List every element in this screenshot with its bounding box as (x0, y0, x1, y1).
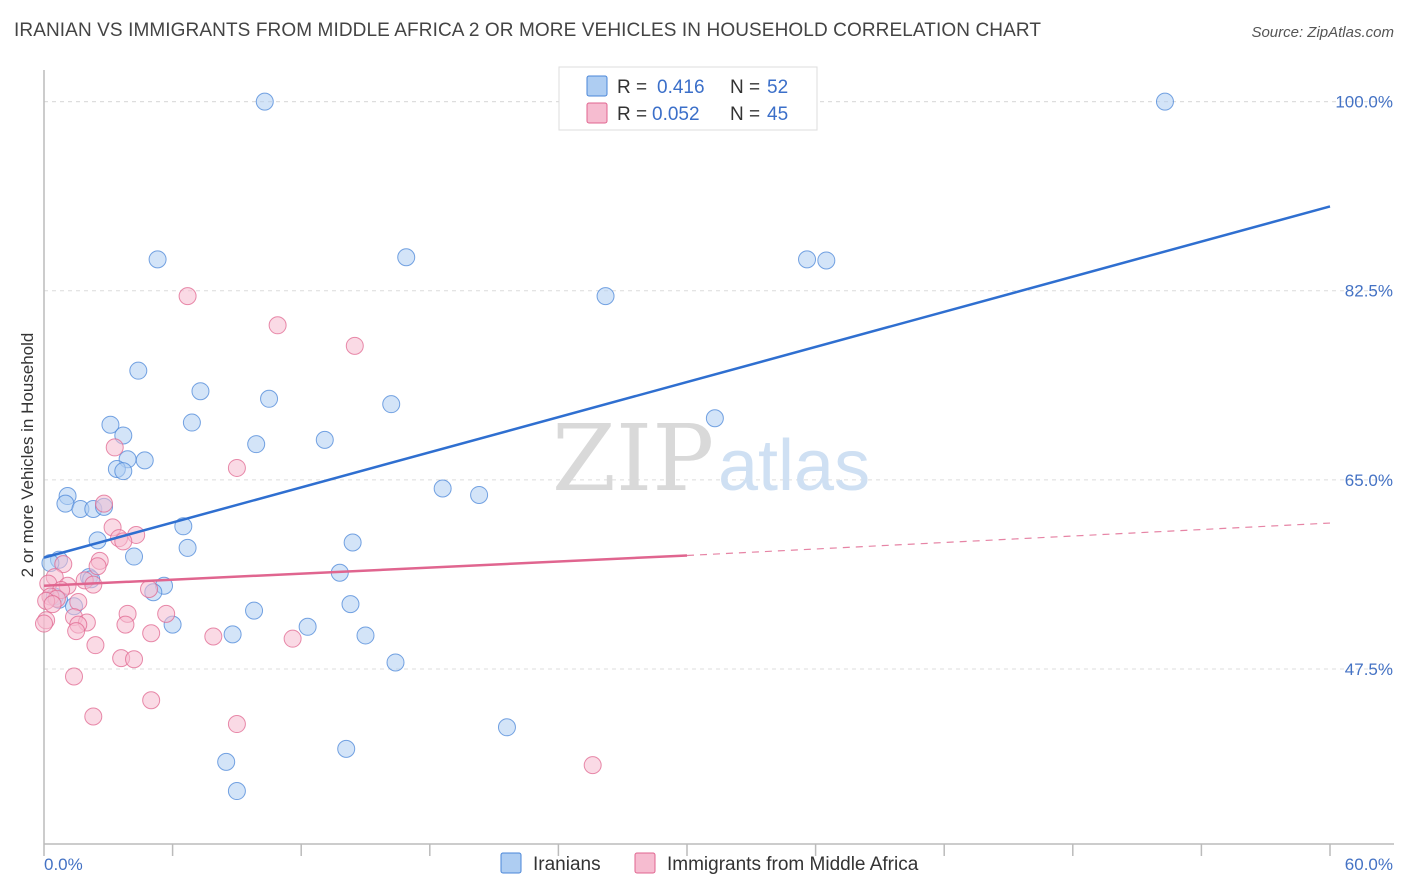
iranians-point (101, 415, 120, 434)
iranians-point (386, 653, 405, 672)
legend-n-value: 45 (767, 104, 788, 125)
iranians-point (470, 485, 489, 504)
iranians-point (596, 287, 615, 306)
iranians-point (705, 409, 724, 428)
middle-africa-point (116, 615, 135, 634)
watermark-atlas: atlas (718, 426, 870, 506)
legend-swatch-middle-africa (586, 102, 608, 124)
iranians-point (182, 413, 201, 432)
middle-africa-point (204, 627, 223, 646)
points-layer (35, 92, 1174, 801)
iranians-point (191, 382, 210, 401)
middle-africa-point (35, 614, 53, 633)
iranians-point (125, 547, 144, 566)
middle-africa-point (140, 579, 159, 598)
trend-layer (43, 205, 1331, 587)
middle-africa-point (69, 592, 88, 611)
middle-africa-point (125, 650, 144, 669)
iranians-point (174, 517, 193, 536)
middle-africa-point (65, 667, 84, 686)
iranians-point (135, 451, 154, 470)
middle-africa-point (178, 287, 197, 306)
iranians-point (260, 389, 279, 408)
iranians-point (298, 617, 317, 636)
middle-africa-point (43, 595, 62, 614)
legend: R = 0.416 N = 52 R = 0.052 N = 45 (558, 66, 818, 131)
middle-africa-trend-extension (686, 522, 1331, 557)
bottom-legend-swatch-iranians (500, 852, 522, 874)
middle-africa-point (142, 624, 161, 643)
middle-africa-trend-line (43, 554, 688, 587)
iranians-point (315, 430, 334, 449)
middle-africa-point (583, 756, 602, 775)
iranians-point (337, 739, 356, 758)
iranians-point (245, 601, 264, 620)
axis-layer (43, 70, 1394, 845)
iranians-point (341, 595, 360, 614)
iranians-point (217, 752, 236, 771)
legend-swatch-iranians (586, 75, 608, 97)
middle-africa-point (67, 622, 86, 641)
y-tick-label: 65.0% (1345, 471, 1393, 490)
legend-r-value: 0.052 (652, 104, 700, 125)
middle-africa-point (345, 336, 364, 355)
iranians-point (497, 718, 516, 737)
middle-africa-point (95, 494, 114, 513)
iranians-point (56, 494, 75, 513)
iranians-point (114, 462, 133, 481)
middle-africa-point (105, 438, 124, 457)
legend-n-label: N = (730, 77, 760, 98)
bottom-legend-iranians: Iranians (533, 854, 601, 875)
middle-africa-point (142, 691, 161, 710)
watermark: ZIP atlas (552, 405, 870, 512)
iranians-point (382, 395, 401, 414)
x-tick-label: 0.0% (44, 855, 83, 874)
iranians-point (1155, 92, 1174, 111)
middle-africa-point (88, 557, 107, 576)
iranians-point (178, 538, 197, 557)
middle-africa-point (283, 629, 302, 648)
legend-n-value: 52 (767, 77, 788, 98)
bottom-legend-middle-africa: Immigrants from Middle Africa (667, 854, 919, 875)
y-tick-label: 47.5% (1345, 660, 1393, 679)
middle-africa-point (227, 715, 246, 734)
legend-r-label: R = (617, 77, 647, 98)
iranians-point (255, 92, 274, 111)
legend-r-label: R = (617, 104, 647, 125)
chart-title: IRANIAN VS IMMIGRANTS FROM MIDDLE AFRICA… (14, 20, 1042, 41)
tick-layer: 47.5% 65.0% 82.5% 100.0% 0.0% 60.0% (43, 93, 1393, 874)
iranians-point (148, 250, 167, 269)
middle-africa-point (268, 316, 287, 335)
iranians-point (433, 479, 452, 498)
y-tick-label: 100.0% (1335, 93, 1393, 112)
middle-africa-point (157, 604, 176, 623)
iranians-point (247, 435, 266, 454)
middle-africa-point (86, 636, 105, 655)
y-tick-label: 82.5% (1345, 282, 1393, 301)
bottom-legend: Iranians Immigrants from Middle Africa (500, 852, 919, 875)
iranians-point (356, 626, 375, 645)
chart-source: Source: ZipAtlas.com (1251, 24, 1394, 41)
middle-africa-point (227, 458, 246, 477)
iranians-point (817, 251, 836, 270)
iranians-point (129, 361, 148, 380)
grid-layer (44, 101, 1394, 670)
iranians-point (223, 625, 242, 644)
y-axis-label: 2 or more Vehicles in Household (18, 333, 37, 578)
middle-africa-point (54, 555, 73, 574)
x-tick-label: 60.0% (1345, 855, 1393, 874)
bottom-legend-swatch-middle-africa (634, 852, 656, 874)
iranians-point (227, 782, 246, 801)
legend-n-label: N = (730, 104, 760, 125)
iranians-point (397, 248, 416, 267)
iranians-point (343, 533, 362, 552)
watermark-zip: ZIP (552, 405, 714, 512)
iranians-point (798, 250, 817, 269)
legend-r-value: 0.416 (657, 77, 705, 98)
middle-africa-point (84, 707, 103, 726)
iranians-trend-line (43, 205, 1331, 559)
